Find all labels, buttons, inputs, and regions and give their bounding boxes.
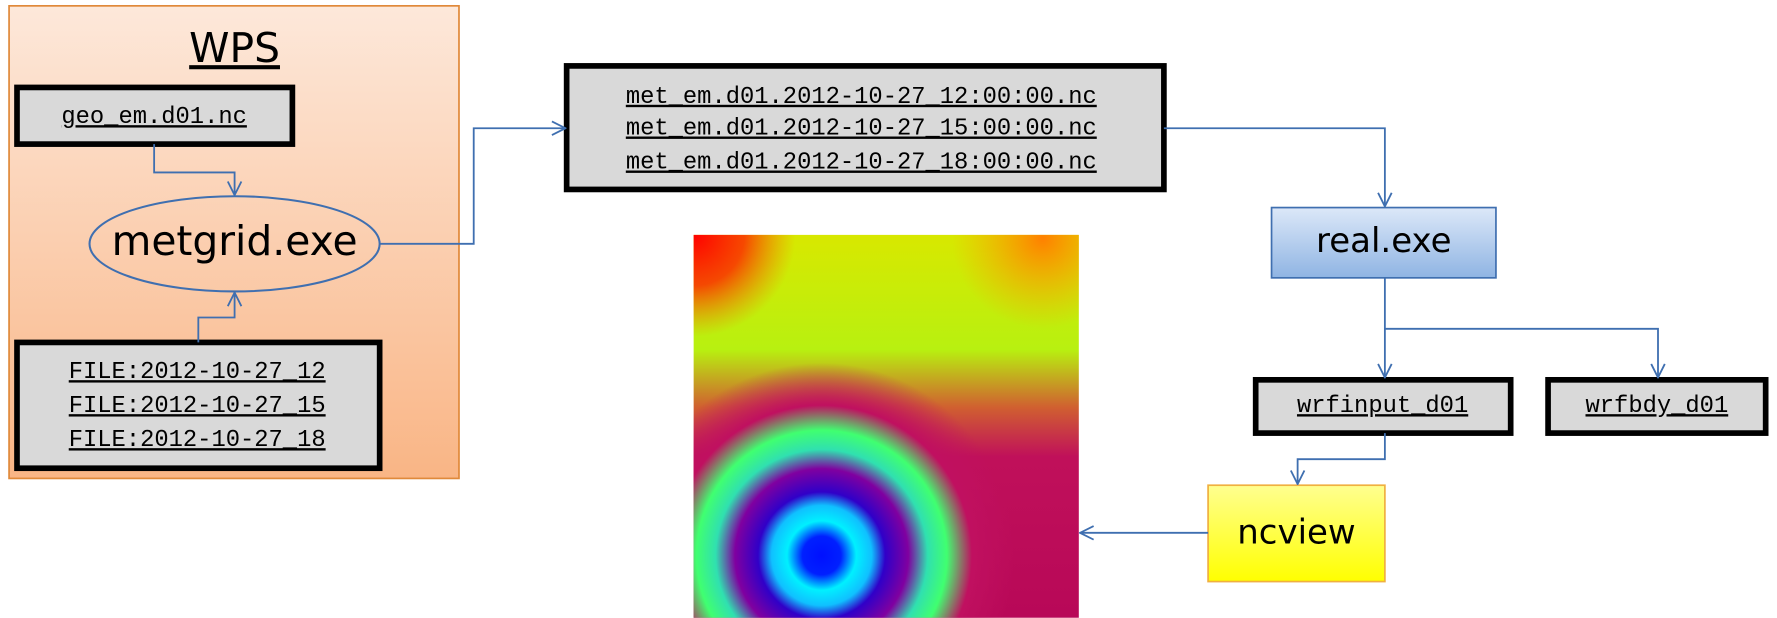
met-em-file: met_em.d01.2012-10-27_18:00:00.nc [626, 150, 1097, 177]
met-em-file: met_em.d01.2012-10-27_15:00:00.nc [626, 116, 1097, 143]
met-em-file: met_em.d01.2012-10-27_12:00:00.nc [626, 84, 1097, 111]
input-file: FILE:2012-10-27_18 [69, 427, 326, 454]
wps-title: WPS [189, 24, 280, 72]
output-file: wrfbdy_d01 [1586, 393, 1729, 420]
geo-file: geo_em.d01.nc [61, 104, 247, 131]
output-file: wrfinput_d01 [1297, 393, 1468, 420]
real-label: real.exe [1316, 221, 1452, 261]
arrow [1385, 329, 1658, 378]
ncview-image [612, 235, 1079, 618]
input-file: FILE:2012-10-27_12 [69, 359, 326, 386]
arrow [1298, 433, 1385, 484]
diagram: WPS geo_em.d01.nc metgrid.exe FILE:2012-… [0, 0, 1777, 618]
metgrid-label: metgrid.exe [112, 217, 358, 265]
input-file: FILE:2012-10-27_15 [69, 393, 326, 420]
arrow [1164, 128, 1385, 206]
ncview-label: ncview [1237, 512, 1355, 552]
